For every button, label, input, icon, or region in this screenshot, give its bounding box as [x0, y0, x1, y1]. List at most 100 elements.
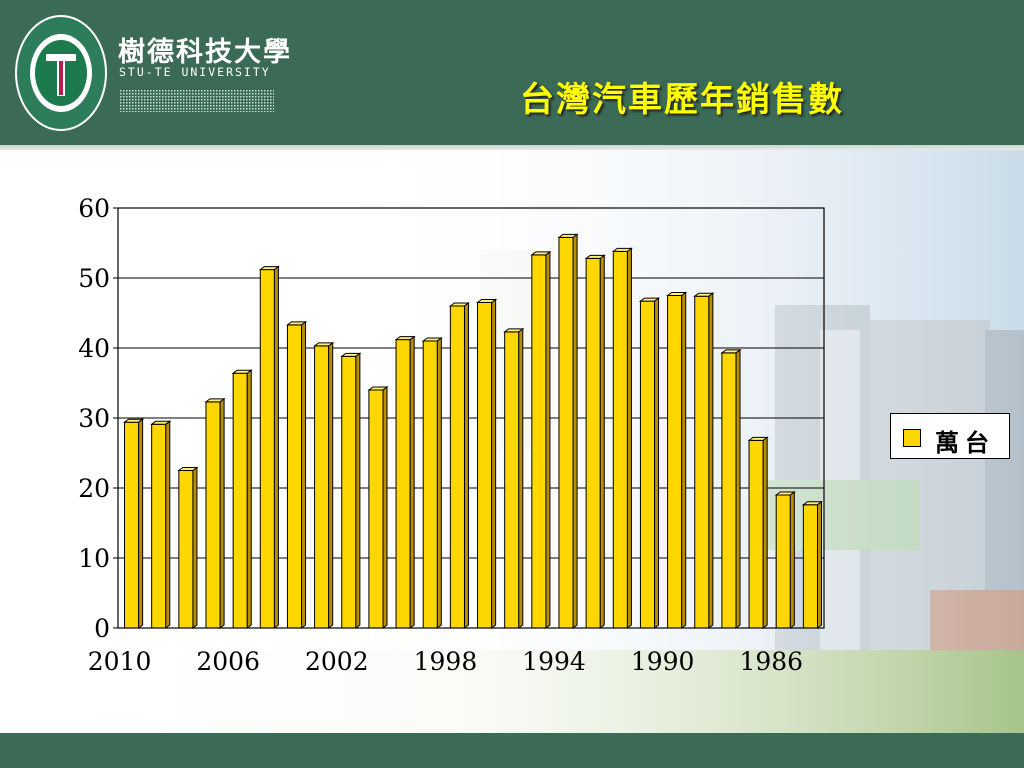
bar-front [558, 236, 574, 629]
bar-side [219, 397, 225, 629]
bar-side [599, 254, 605, 629]
bar-side [708, 292, 714, 629]
bar-side [355, 352, 361, 629]
bar-front [232, 372, 248, 629]
bar-front [449, 305, 465, 629]
header-bar [0, 0, 1024, 145]
bar-front [694, 295, 710, 629]
bar-front [531, 254, 547, 629]
bar-front [314, 345, 330, 629]
bar [340, 352, 362, 629]
bar [774, 491, 796, 629]
bar-front [259, 269, 275, 629]
bar-side [436, 337, 442, 629]
bar [285, 320, 308, 629]
bar-side [301, 320, 307, 629]
x-tick-labels: 2010 2006 2002 1998 1994 1990 1986 [88, 647, 803, 676]
bar [150, 420, 172, 629]
x-tick-label: 2010 [88, 647, 152, 676]
y-tick-label: 50 [78, 264, 110, 293]
bar-side [165, 420, 171, 629]
bar-side [491, 298, 497, 629]
bar-side [518, 327, 524, 629]
bar-side [816, 500, 822, 629]
bar-front [667, 295, 683, 629]
bar-front [124, 421, 140, 629]
bar-front [395, 339, 411, 629]
x-tick-label: 2006 [196, 647, 260, 676]
bar-side [382, 386, 388, 629]
x-tick-label: 1990 [631, 647, 695, 676]
bar-front [775, 494, 791, 629]
bar [258, 265, 280, 629]
bar-front [802, 504, 818, 629]
bar-front [585, 257, 601, 629]
bar-side [762, 436, 768, 629]
bar-side [626, 247, 632, 629]
campus-background-image [0, 150, 1024, 733]
bar-side [572, 233, 578, 629]
bar-front [341, 355, 357, 629]
y-tick-label: 20 [78, 474, 110, 503]
bar [313, 341, 335, 629]
bar-side [192, 466, 198, 629]
bar-side [681, 291, 687, 629]
axes [113, 207, 825, 629]
bar-side [654, 297, 660, 629]
bar-side [735, 348, 741, 629]
bar-side [463, 302, 469, 629]
bar-front [748, 439, 764, 629]
bar-side [138, 418, 144, 629]
bar-side [246, 369, 252, 629]
bar-side [545, 250, 551, 629]
bar-front [721, 352, 737, 629]
bar-front [639, 300, 656, 629]
legend-swatch [903, 429, 921, 447]
chart-legend: 萬台 [890, 413, 1010, 459]
bar [557, 233, 579, 629]
bar [693, 292, 715, 629]
bars [123, 233, 823, 629]
bar-front [477, 302, 493, 629]
bar [503, 327, 525, 629]
bar [611, 247, 633, 629]
bar-front [178, 470, 194, 629]
x-tick-label: 2002 [305, 647, 369, 676]
bar-side [409, 335, 415, 629]
bar [421, 337, 443, 629]
bar [204, 397, 226, 629]
bar [476, 298, 498, 629]
bar-front [368, 389, 384, 629]
y-tick-label: 10 [78, 544, 110, 573]
bar-front [612, 250, 628, 629]
bar [584, 254, 606, 629]
plot-frame [117, 207, 825, 629]
bar [394, 335, 416, 629]
bar [747, 436, 769, 629]
x-tick-label: 1986 [739, 647, 803, 676]
bar [448, 302, 470, 629]
bar-side [328, 341, 334, 629]
bar [123, 418, 145, 629]
bar [231, 369, 253, 629]
bar-front [422, 340, 438, 629]
y-tick-label: 40 [78, 334, 110, 363]
bar-front [151, 423, 167, 629]
footer-bar [0, 733, 1024, 768]
bar [720, 348, 742, 629]
y-tick-label: 0 [94, 614, 110, 643]
bar [530, 250, 552, 629]
bar-side [273, 265, 279, 629]
slide-title: 台灣汽車歷年銷售數 [520, 80, 844, 120]
y-tick-label: 60 [78, 194, 110, 223]
bar-side [789, 491, 795, 629]
x-tick-label: 1994 [522, 647, 586, 676]
bar-front [205, 401, 221, 629]
x-tick-label: 1998 [414, 647, 478, 676]
bar [367, 386, 389, 629]
university-name-chinese: 樹德科技大學 [118, 37, 292, 68]
bar-front [504, 331, 520, 629]
bar [801, 500, 823, 629]
university-name-english: STU-TE UNIVERSITY [119, 65, 271, 79]
